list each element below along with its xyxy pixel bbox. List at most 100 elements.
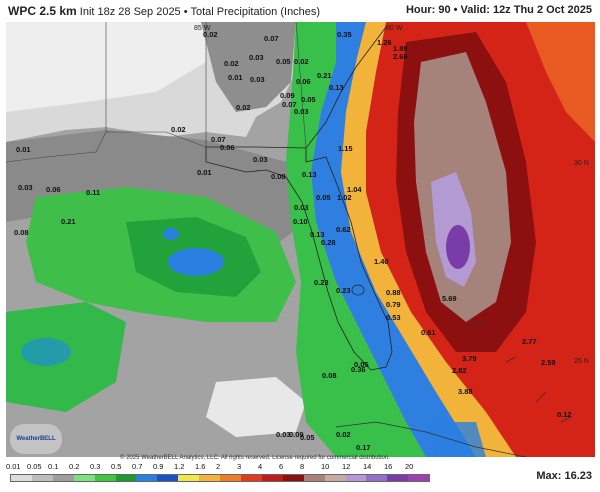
value-label: 1.02	[337, 193, 352, 202]
valid-time: Hour: 90 • Valid: 12z Thu 2 Oct 2025	[405, 4, 592, 16]
value-label: 0.06	[296, 77, 311, 86]
value-label: 0.03	[250, 75, 265, 84]
value-label: 0.02	[236, 103, 251, 112]
value-label: 0.10	[293, 217, 308, 226]
gulf-coast-outline	[6, 131, 207, 163]
lake-okeechobee	[351, 284, 365, 296]
value-label: 0.21	[317, 71, 332, 80]
green-coastal-band	[286, 22, 426, 457]
value-label: 0.03	[18, 183, 33, 192]
legend-swatch	[94, 475, 116, 481]
value-label: 0.13	[310, 230, 325, 239]
value-label: 0.28	[321, 238, 336, 247]
legend-swatch	[408, 475, 430, 481]
blue-band-south	[426, 422, 486, 457]
legend-tick-label: 0.1	[48, 462, 59, 471]
legend-swatch	[282, 475, 304, 481]
legend-swatch	[220, 475, 241, 481]
value-label: 0.09	[280, 91, 295, 100]
bahamas-outline	[465, 321, 572, 423]
value-label: 0.12	[557, 410, 572, 419]
legend-tick-label: 0.3	[90, 462, 101, 471]
value-label: 0.01	[228, 73, 243, 82]
legend-tick-label: 1.6	[195, 462, 206, 471]
value-label: 0.03	[253, 155, 268, 164]
blue-rain-west-small	[163, 228, 179, 240]
legend-tick-label: 0.2	[69, 462, 80, 471]
legend-tick-label: 20	[405, 462, 414, 471]
legend-tick-label: 8	[300, 462, 305, 471]
value-label: 0.02	[171, 125, 186, 134]
legend-tick-label: 0.01	[6, 462, 21, 471]
east-coast-outline	[305, 26, 387, 149]
legend-swatch	[366, 475, 388, 481]
value-label: 0.21	[61, 217, 76, 226]
legend-swatch	[303, 475, 325, 481]
legend-tick-label: 16	[384, 462, 393, 471]
value-label: 0.02	[224, 59, 239, 68]
value-label: 0.17	[356, 443, 371, 452]
legend-swatch	[261, 475, 283, 481]
value-label: 0.03	[294, 203, 309, 212]
value-label: 0.35	[337, 30, 352, 39]
legend-swatch	[345, 475, 367, 481]
value-label: 0.62	[336, 225, 351, 234]
value-label: 0.02	[294, 57, 309, 66]
value-label: 2.77	[522, 337, 537, 346]
valid-date: Valid: 12z Thu 2 Oct 2025	[460, 4, 592, 16]
value-label: 0.08	[322, 371, 337, 380]
legend-tick-label: 0.9	[153, 462, 164, 471]
field-name: Total Precipitation (Inches)	[190, 6, 321, 18]
value-label: 0.07	[264, 34, 279, 43]
lon-80w-label: 80 W	[386, 25, 403, 32]
value-label: 2.59	[541, 358, 556, 367]
map-title: WPC 2.5 km Init 18z 28 Sep 2025 • Total …	[8, 4, 321, 18]
value-label: 0.23	[314, 278, 329, 287]
orange-ne	[526, 22, 595, 142]
state-borders	[105, 22, 307, 149]
legend-ticks: 0.01 0.05 0.1 0.2 0.3 0.5 0.7 0.9 1.2 1.6 2 3 4 6 8 10 1…	[6, 462, 430, 471]
legend-tick-label: 10	[321, 462, 330, 471]
value-label: 0.09	[289, 430, 304, 439]
value-label: 0.61	[421, 328, 436, 337]
value-label: 0.02	[203, 30, 218, 39]
legend-swatch	[52, 475, 74, 481]
value-label: 0.23	[336, 286, 351, 295]
max-value: Max: 16.23	[536, 470, 592, 482]
value-label: 0.05	[354, 360, 369, 369]
value-labels: 0.02 0.07 0.03 0.05 0.02 0.01 0.02 0.35 …	[14, 30, 572, 452]
color-legend: 0.01 0.05 0.1 0.2 0.3 0.5 0.7 0.9 1.2 1.6 2 3 4 6 8 10 1…	[6, 462, 430, 486]
lat-25n-label: 25 N	[574, 358, 589, 365]
legend-tick-label: 14	[363, 462, 372, 471]
value-label: 0.03	[294, 107, 309, 116]
lon-85w-label: 85 W	[194, 25, 211, 32]
value-label: 5.69	[442, 294, 457, 303]
legend-swatch	[240, 475, 262, 481]
value-label: 2.66	[393, 52, 408, 61]
legend-swatch	[178, 475, 200, 481]
blue-rain-west	[168, 248, 224, 276]
value-label: 3.88	[458, 387, 473, 396]
value-label: 1.15	[338, 144, 353, 153]
value-label: 0.01	[197, 168, 212, 177]
value-label: 0.11	[86, 188, 100, 197]
value-label: 0.53	[386, 313, 401, 322]
forecast-hour: Hour: 90	[405, 4, 451, 16]
gray-band	[201, 22, 296, 112]
value-label: 1.04	[347, 185, 362, 194]
model-name: WPC 2.5 km	[8, 4, 77, 18]
value-label: 0.06	[220, 143, 235, 152]
logo-text: WeatherBELL	[16, 435, 56, 442]
legend-tick-label: 0.7	[132, 462, 143, 471]
weatherbell-logo: WeatherBELL	[10, 424, 62, 454]
init-time: Init 18z 28 Sep 2025	[79, 6, 181, 18]
legend-tick-label: 6	[279, 462, 284, 471]
legend-swatch	[115, 475, 137, 481]
value-label: 0.05	[316, 193, 331, 202]
legend-swatch	[73, 475, 95, 481]
precip-map-svg: 85 W 80 W 30 N 25 N 0.02 0.07 0.03 0.05 …	[6, 22, 595, 457]
value-label: 0.13	[329, 83, 344, 92]
value-label: 1.26	[377, 38, 392, 47]
legend-swatch	[11, 475, 32, 481]
dry-patch	[206, 377, 306, 437]
